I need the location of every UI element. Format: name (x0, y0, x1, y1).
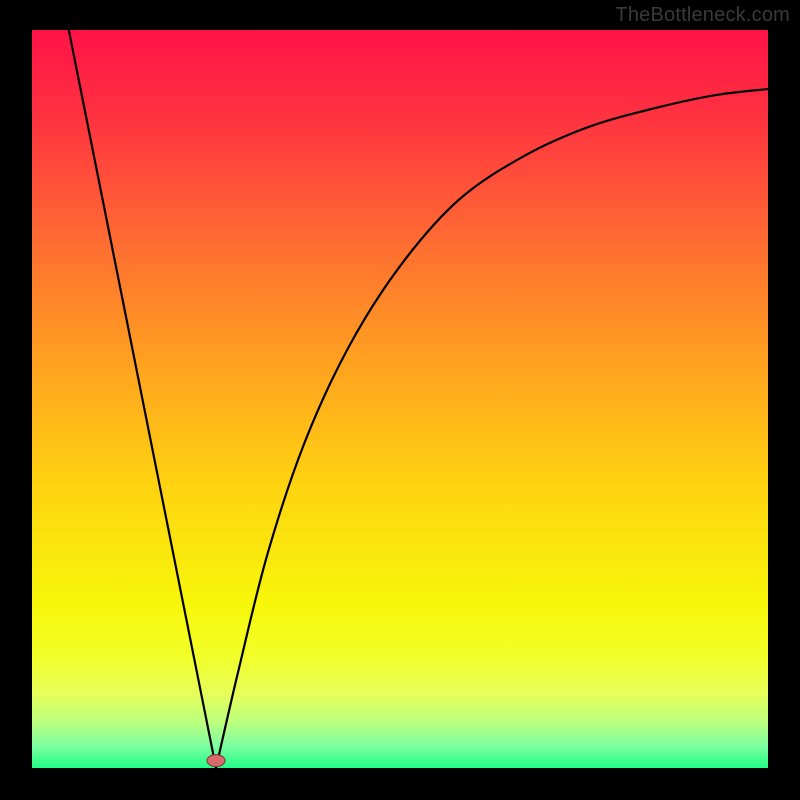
plot-svg (32, 30, 768, 768)
chart-container: TheBottleneck.com (0, 0, 800, 800)
plot-area (32, 30, 768, 768)
watermark-text: TheBottleneck.com (615, 4, 790, 27)
min-marker (207, 755, 225, 767)
